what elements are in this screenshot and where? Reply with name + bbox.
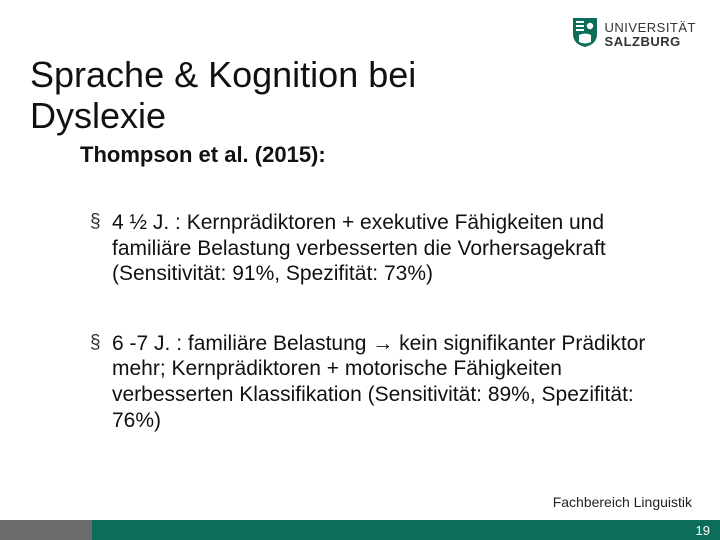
logo-line1: UNIVERSITÄT [605,21,696,35]
slide-subtitle: Thompson et al. (2015): [80,142,326,168]
department-label: Fachbereich Linguistik [553,494,692,510]
logo-line2: SALZBURG [605,35,696,49]
shield-icon [571,16,599,53]
list-item: 6 -7 J. : familiäre Belastung → kein sig… [88,331,648,433]
footer-bar: 19 [0,520,720,540]
slide-title: Sprache & Kognition bei Dyslexie [30,54,550,137]
university-logo: UNIVERSITÄT SALZBURG [571,16,696,53]
bullet-list: 4 ½ J. : Kernprädiktoren + exekutive Fäh… [88,210,648,477]
footer-left-segment [0,520,92,540]
page-number: 19 [696,523,710,538]
logo-text: UNIVERSITÄT SALZBURG [605,21,696,48]
slide: UNIVERSITÄT SALZBURG Sprache & Kognition… [0,0,720,540]
footer-right-segment [92,520,720,540]
list-item: 4 ½ J. : Kernprädiktoren + exekutive Fäh… [88,210,648,287]
